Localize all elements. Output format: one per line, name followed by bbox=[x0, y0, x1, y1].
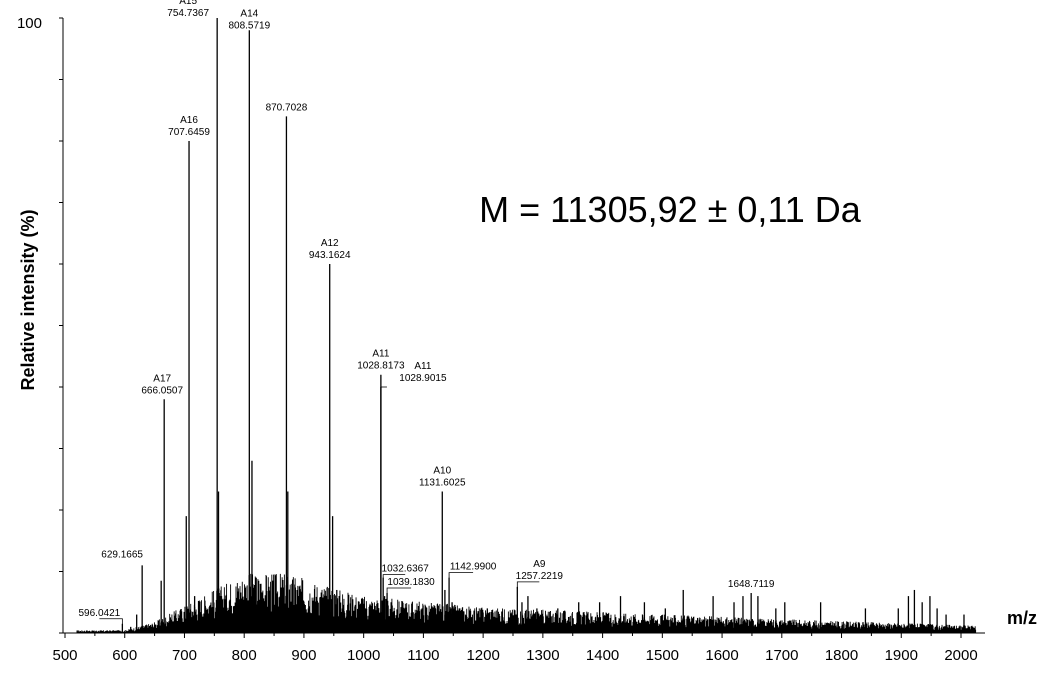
peak-charge-state-label: A17 bbox=[153, 373, 171, 384]
peak-mz-label: 1131.6025 bbox=[419, 478, 466, 489]
peak-charge-state-label: A11 bbox=[414, 361, 431, 372]
x-tick-label: 1000 bbox=[347, 647, 380, 664]
label-leader-10 bbox=[382, 574, 406, 580]
peak-mz-label: 808.5719 bbox=[228, 20, 270, 31]
label-leader-14 bbox=[516, 581, 540, 589]
peak-mz-label: 1648.7119 bbox=[728, 579, 775, 590]
peak-charge-state-label: A10 bbox=[433, 466, 451, 477]
peak-charge-state-label: A15 bbox=[179, 0, 197, 7]
peak-mz-label: 870.7028 bbox=[266, 102, 308, 113]
mass-annotation: M = 11305,92 ± 0,11 Da bbox=[479, 189, 862, 230]
peak-charge-state-label: A11 bbox=[372, 349, 389, 360]
peak-mz-label: 596.0421 bbox=[79, 608, 121, 619]
peak-charge-state-label: A12 bbox=[321, 238, 339, 249]
peak-charge-state-label: A16 bbox=[180, 115, 198, 126]
peaks-layer bbox=[121, 18, 965, 633]
x-tick-label: 1200 bbox=[466, 647, 499, 664]
x-tick-label: 1700 bbox=[765, 647, 798, 664]
peak-mz-label: 943.1624 bbox=[309, 250, 351, 261]
label-leader-0 bbox=[99, 618, 123, 626]
x-tick-label: 1900 bbox=[885, 647, 918, 664]
x-tick-label: 800 bbox=[232, 647, 257, 664]
peak-charge-state-label: A9 bbox=[533, 559, 546, 570]
x-tick-label: 1300 bbox=[526, 647, 559, 664]
x-tick-label: 1800 bbox=[825, 647, 858, 664]
peak-mz-label: 1028.9015 bbox=[399, 373, 447, 384]
peak-mz-label: 707.6459 bbox=[168, 127, 210, 138]
x-tick-label: 900 bbox=[291, 647, 316, 664]
x-tick-label: 1600 bbox=[705, 647, 738, 664]
label-leader-11 bbox=[386, 587, 412, 596]
x-ticks: 500 600 700 800 900 1000 1100 1200 1300 1400 1500 1… bbox=[52, 633, 978, 664]
x-tick-label: 1400 bbox=[586, 647, 619, 664]
peak-mz-label: 1039.1830 bbox=[387, 577, 435, 588]
y-ticks: 100 bbox=[17, 15, 63, 634]
x-tick-label: 500 bbox=[52, 647, 77, 664]
x-tick-label: 1100 bbox=[407, 647, 439, 664]
y-tick-label: 100 bbox=[17, 15, 42, 32]
x-tick-label: 1500 bbox=[646, 647, 679, 664]
y-axis-title: Relative intensity (%) bbox=[18, 209, 38, 390]
x-axis-title: m/z bbox=[1007, 608, 1037, 628]
peak-mz-label: 754.7367 bbox=[167, 8, 209, 19]
peak-charge-state-label: A14 bbox=[240, 8, 258, 19]
peak-mz-label: 1028.8173 bbox=[357, 361, 405, 372]
peak-mz-label: 1257.2219 bbox=[516, 571, 564, 582]
x-tick-label: 2000 bbox=[944, 647, 977, 664]
peak-mz-label: 1142.9900 bbox=[450, 562, 497, 573]
label-leader-13 bbox=[448, 572, 474, 580]
peak-mz-label: 1032.6367 bbox=[382, 564, 430, 575]
baseline-noise bbox=[76, 573, 977, 633]
x-tick-label: 600 bbox=[112, 647, 137, 664]
x-tick-label: 700 bbox=[172, 647, 197, 664]
peak-mz-label: 666.0507 bbox=[141, 385, 183, 396]
peak-mz-label: 629.1665 bbox=[101, 549, 143, 560]
